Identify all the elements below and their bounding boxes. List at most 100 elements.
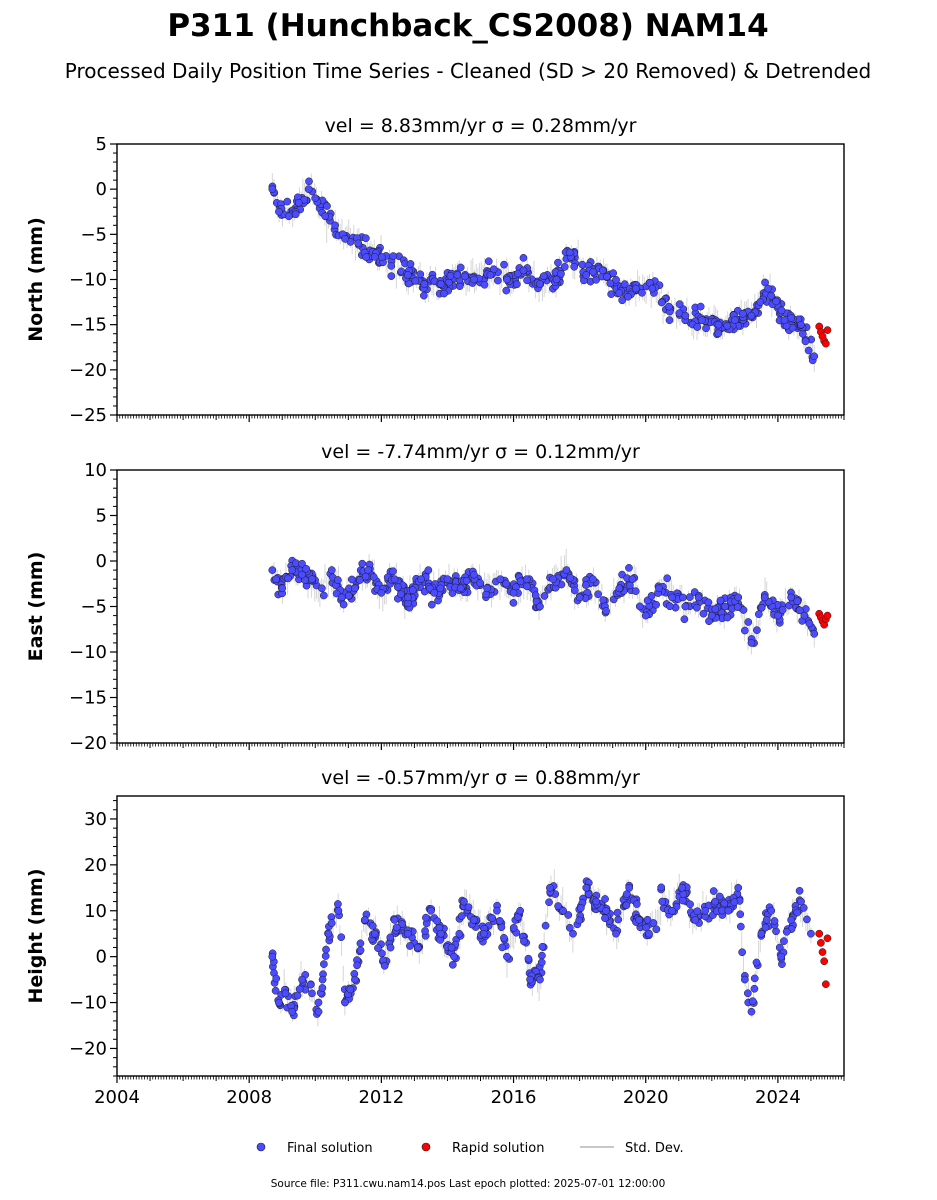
north-final-point	[557, 269, 565, 278]
east-final-point	[581, 581, 590, 589]
height-final-point	[782, 927, 791, 936]
height-final-point	[747, 1007, 756, 1016]
east-y-tick-label: −20	[69, 733, 107, 754]
east-final-point	[641, 611, 650, 620]
east-final-point	[302, 564, 311, 573]
north-final-point	[767, 291, 776, 300]
north-final-point	[331, 221, 339, 230]
height-x-tick-label: 2012	[358, 1087, 404, 1108]
height-rapid-point	[821, 980, 830, 989]
height-final-point	[318, 984, 327, 992]
east-final-point	[652, 600, 660, 609]
height-final-point	[356, 946, 365, 955]
height-final-point	[334, 900, 342, 908]
height-final-point	[565, 923, 574, 932]
north-final-point	[536, 280, 544, 288]
height-final-point	[741, 975, 749, 984]
height-final-point	[538, 951, 546, 960]
north-panel-title: vel = 8.83mm/yr σ = 0.28mm/yr	[325, 115, 637, 137]
north-final-point	[420, 291, 428, 300]
height-final-point	[360, 916, 369, 924]
north-final-point	[416, 270, 425, 279]
east-final-point	[744, 618, 753, 626]
height-final-point	[797, 897, 805, 906]
legend-final-label: Final solution	[287, 1141, 373, 1156]
height-final-point	[750, 984, 759, 993]
east-final-point	[570, 586, 579, 595]
east-final-point	[369, 573, 378, 581]
east-final-point	[436, 584, 445, 593]
east-final-point	[711, 605, 720, 613]
east-final-point	[549, 575, 558, 584]
legend-final-marker	[256, 1142, 266, 1152]
height-final-point	[390, 916, 399, 924]
east-y-tick-label: 0	[96, 551, 107, 572]
north-final-point	[764, 284, 772, 293]
north-final-point	[284, 212, 293, 221]
east-final-point	[693, 603, 701, 612]
north-final-point	[387, 272, 396, 280]
north-final-point	[801, 337, 810, 346]
height-final-point	[622, 901, 631, 910]
east-final-point	[332, 589, 341, 598]
north-final-point	[787, 314, 796, 322]
height-final-point	[275, 998, 283, 1007]
height-final-point	[495, 916, 504, 925]
height-panel: vel = -0.57mm/yr σ = 0.88mm/yr Height (mm…	[25, 767, 845, 1108]
east-final-point	[531, 591, 540, 600]
east-final-point	[753, 626, 761, 634]
east-final-point	[805, 619, 814, 628]
north-final-point	[702, 324, 710, 333]
height-final-point	[460, 897, 468, 906]
height-final-point	[592, 897, 601, 906]
height-final-point	[658, 897, 667, 906]
east-y-tick-label: −5	[80, 597, 107, 618]
north-final-point	[362, 234, 370, 243]
height-final-point	[516, 906, 525, 915]
east-final-point	[337, 593, 346, 602]
east-final-point	[327, 566, 336, 574]
height-rapid-point	[817, 939, 825, 947]
north-final-point	[461, 272, 469, 281]
source-note: Source file: P311.cwu.nam14.pos Last epo…	[271, 1178, 666, 1190]
east-final-point	[397, 590, 405, 598]
east-final-point	[351, 584, 359, 593]
east-final-point	[562, 566, 571, 574]
north-final-point	[446, 272, 455, 280]
east-final-point	[288, 566, 296, 574]
height-final-point	[327, 919, 336, 927]
east-final-point	[540, 592, 549, 600]
height-final-point	[635, 916, 643, 924]
height-y-tick-label: 30	[84, 809, 107, 830]
height-final-point	[612, 929, 620, 938]
east-final-point	[721, 602, 729, 611]
height-final-point	[693, 907, 702, 916]
height-final-point	[730, 898, 739, 907]
north-final-point	[453, 271, 462, 279]
height-rapid-point	[815, 929, 824, 938]
east-final-point	[344, 591, 353, 600]
north-final-point	[731, 316, 739, 324]
height-final-point	[554, 902, 562, 910]
east-final-point	[631, 587, 640, 596]
north-final-point	[615, 289, 624, 297]
height-y-tick-label: 0	[96, 947, 107, 968]
north-y-tick-label: −20	[69, 360, 107, 381]
north-final-point	[502, 286, 511, 295]
height-final-point	[601, 914, 609, 923]
height-x-tick-label: 2024	[755, 1087, 801, 1108]
east-final-point	[476, 579, 485, 587]
height-final-point	[736, 910, 745, 919]
east-final-point	[298, 570, 306, 579]
north-final-point	[354, 239, 363, 248]
north-final-point	[294, 198, 303, 207]
figure-subtitle: Processed Daily Position Time Series - C…	[65, 59, 871, 83]
north-final-point	[681, 311, 690, 320]
east-final-point	[566, 573, 575, 582]
height-x-tick-label: 2004	[94, 1087, 140, 1108]
height-final-point	[288, 1007, 296, 1016]
east-y-tick-label: −15	[69, 688, 107, 709]
height-final-point	[421, 927, 429, 935]
east-final-point	[430, 589, 439, 597]
